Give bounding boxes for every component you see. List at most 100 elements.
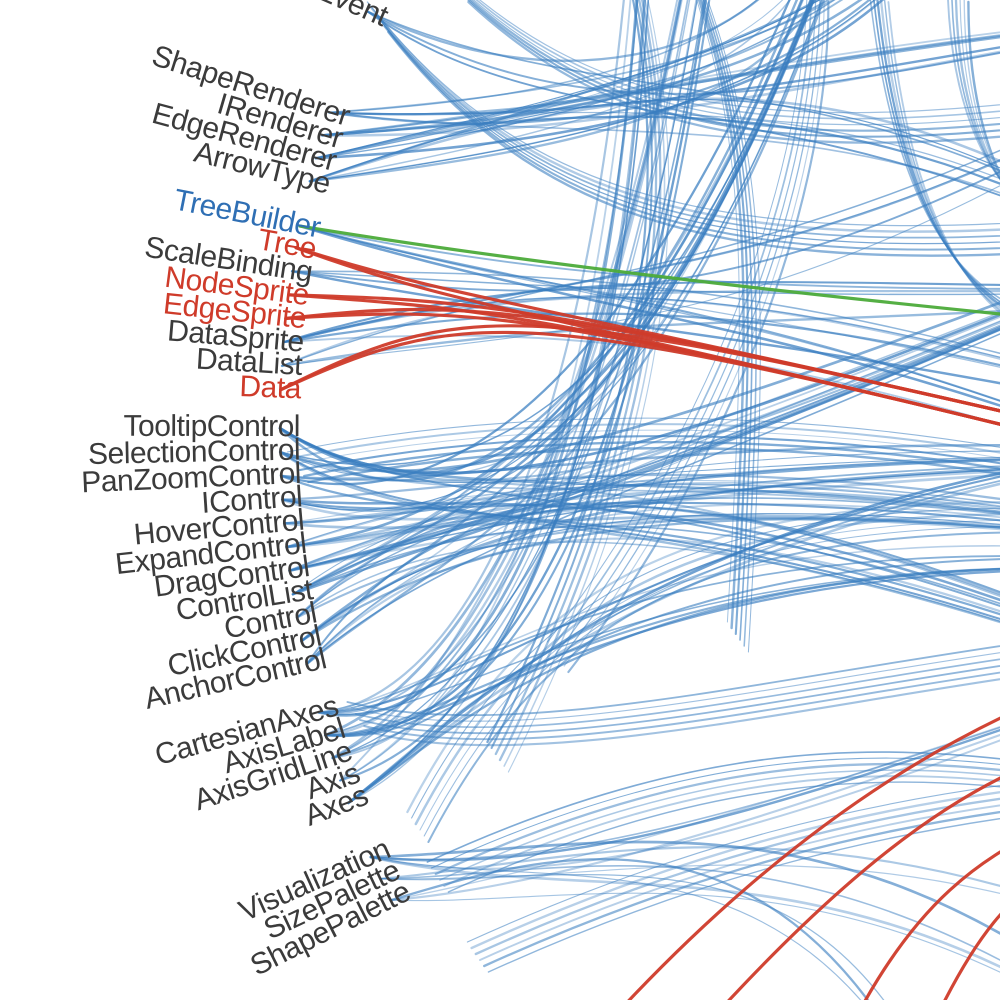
dependency-link (887, 1, 1000, 314)
dependency-link (389, 858, 870, 1000)
dependency-link (366, 10, 1000, 95)
dependency-link (879, 0, 1000, 309)
dependency-link (423, 526, 1000, 837)
dependency-link (411, 507, 1000, 819)
dependency-link (317, 0, 625, 714)
dependency-link (324, 0, 707, 737)
dependency-link (379, 865, 1000, 961)
incoming-link (863, 850, 1000, 1000)
dependency-link (474, 797, 1000, 956)
dependency-link (479, 804, 1000, 961)
dependency-link (390, 892, 1000, 973)
dependency-link (309, 98, 1000, 182)
dependency-link (305, 333, 1000, 666)
dependency-link (305, 320, 1000, 666)
dependency-link (467, 0, 1000, 144)
node-label[interactable]: TooltipControl (124, 410, 300, 443)
dependency-link (414, 513, 1000, 826)
dependency-link (296, 0, 803, 619)
dependency-link (427, 531, 1000, 844)
dependency-link (472, 0, 1000, 126)
dependency-link (307, 446, 1000, 484)
dependency-link (434, 762, 1000, 876)
dependency-link (431, 757, 1000, 869)
dependency-link (467, 0, 1000, 138)
dependency-link (282, 280, 1000, 344)
dependency-link (339, 0, 632, 782)
dependency-link (317, 0, 639, 717)
dependency-link (286, 417, 1000, 453)
dependency-link (700, 0, 749, 636)
dependency-link (366, 1, 1000, 227)
dependency-link (369, 840, 1000, 935)
dependency-link (347, 568, 1000, 805)
dependency-link (321, 34, 1000, 137)
dependency-link (697, 0, 745, 630)
dependency-link (419, 519, 1000, 831)
dependency-link (315, 0, 784, 159)
dependency-link (285, 483, 1000, 549)
dependency-link (370, 6, 1000, 233)
dependency-link (366, 10, 1000, 172)
node-label[interactable]: SelectionControl (88, 434, 301, 471)
dependency-link (299, 225, 1000, 290)
incoming-link (279, 324, 1000, 413)
dependency-links (278, 0, 1000, 1000)
node-label[interactable]: Data (239, 370, 302, 405)
dependency-link (363, 671, 1000, 741)
dependency-link (487, 817, 1000, 973)
dependency-link (351, 652, 1000, 722)
dependency-link (346, 645, 1000, 717)
incoming-link (627, 716, 1000, 1000)
dependency-link (439, 769, 1000, 881)
dependency-link (279, 451, 1000, 484)
dependency-link (288, 315, 1000, 572)
dependency-link (707, 1, 761, 653)
dependency-link (292, 0, 811, 596)
dependency-link (347, 471, 1000, 805)
dependency-link (314, 34, 1000, 160)
dependency-link (379, 846, 1000, 888)
node-label[interactable]: DataEvent (255, 0, 394, 33)
dependency-link (696, 0, 740, 623)
dependency-link (314, 31, 1000, 160)
dependency-link (559, 0, 821, 661)
dependency-link (279, 0, 791, 486)
dependency-link (295, 429, 1000, 465)
dependency-link (282, 289, 1000, 344)
dependency-link (299, 225, 1000, 402)
dependency-link (282, 312, 1000, 367)
dependency-link (324, 0, 683, 737)
dependency-link (469, 0, 1000, 132)
dependency-link (546, 0, 808, 643)
dependency-link (354, 658, 1000, 729)
dependency-link (954, 0, 1000, 181)
dependency-link (367, 678, 1000, 747)
dependency-link (317, 555, 1000, 714)
dependency-link (281, 473, 1000, 501)
dependency-link (280, 310, 1000, 368)
incoming-link (279, 330, 1000, 426)
dependency-link (331, 0, 639, 759)
dependency-link (869, 0, 1000, 300)
dependency-link (331, 0, 682, 760)
dependency-link (475, 0, 1000, 120)
dependency-link (967, 0, 1000, 177)
dependency-link (951, 0, 1000, 181)
node-label[interactable]: DataList (195, 343, 304, 382)
incoming-link (943, 912, 1000, 1000)
node-label[interactable]: IControl (200, 480, 303, 520)
incoming-link (727, 776, 1000, 1000)
dependency-link (282, 334, 1000, 426)
dependency-link (486, 0, 649, 744)
dependency-link (702, 0, 753, 641)
dependency-link (963, 0, 1000, 178)
dependency-link (359, 665, 1000, 735)
dependency-link (290, 269, 1000, 385)
dependency-link (292, 450, 1000, 595)
dependency-link (387, 30, 1000, 257)
dependency-link (288, 311, 1000, 572)
dependency-link (550, 0, 813, 649)
